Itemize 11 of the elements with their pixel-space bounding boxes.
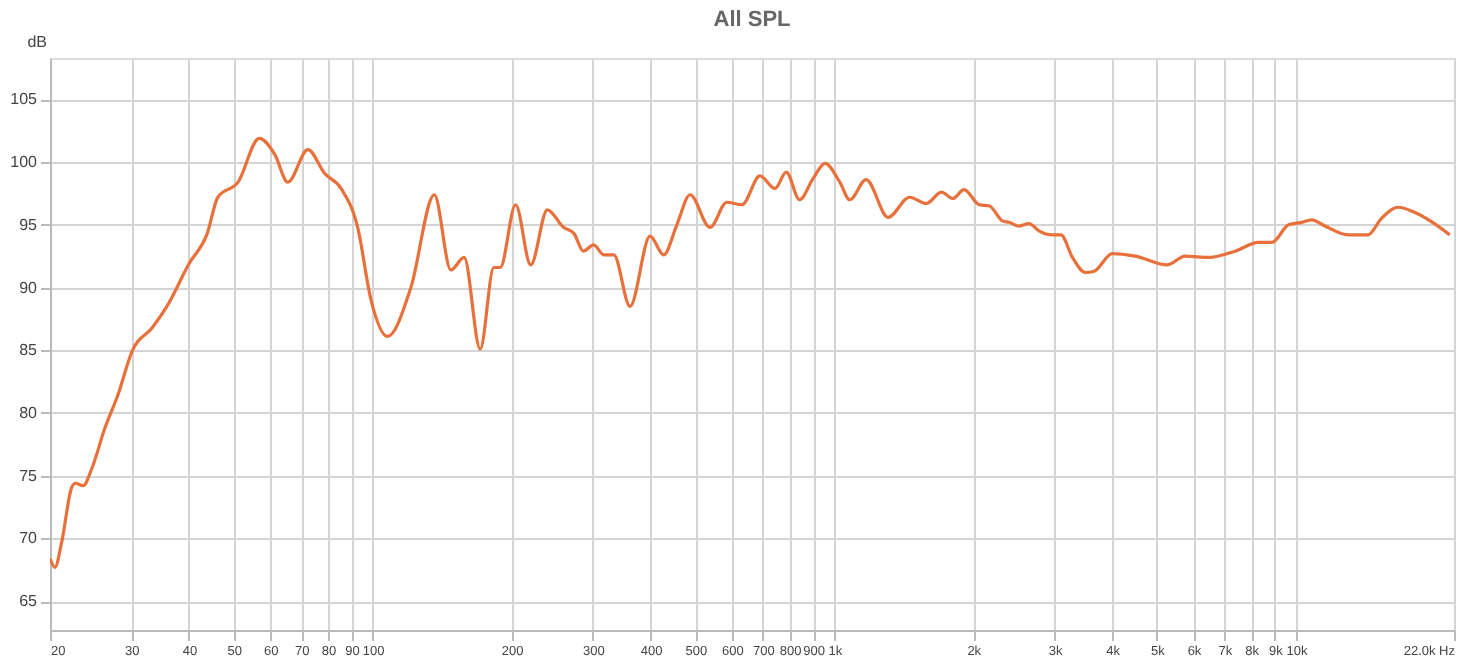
y-tick-label: 75 xyxy=(19,466,39,485)
y-tick-label: 100 xyxy=(10,153,39,172)
y-tick-label: 80 xyxy=(19,403,39,422)
y-tick-label: 65 xyxy=(19,592,39,611)
y-tick-label: 70 xyxy=(19,529,39,548)
y-axis-title: dB xyxy=(27,33,47,51)
y-tick-label: 95 xyxy=(19,215,39,234)
chart-title: All SPL xyxy=(713,8,792,32)
y-tick-label: 105 xyxy=(10,90,39,109)
y-tick-label: 90 xyxy=(19,278,39,297)
y-tick-label: 85 xyxy=(19,341,39,360)
